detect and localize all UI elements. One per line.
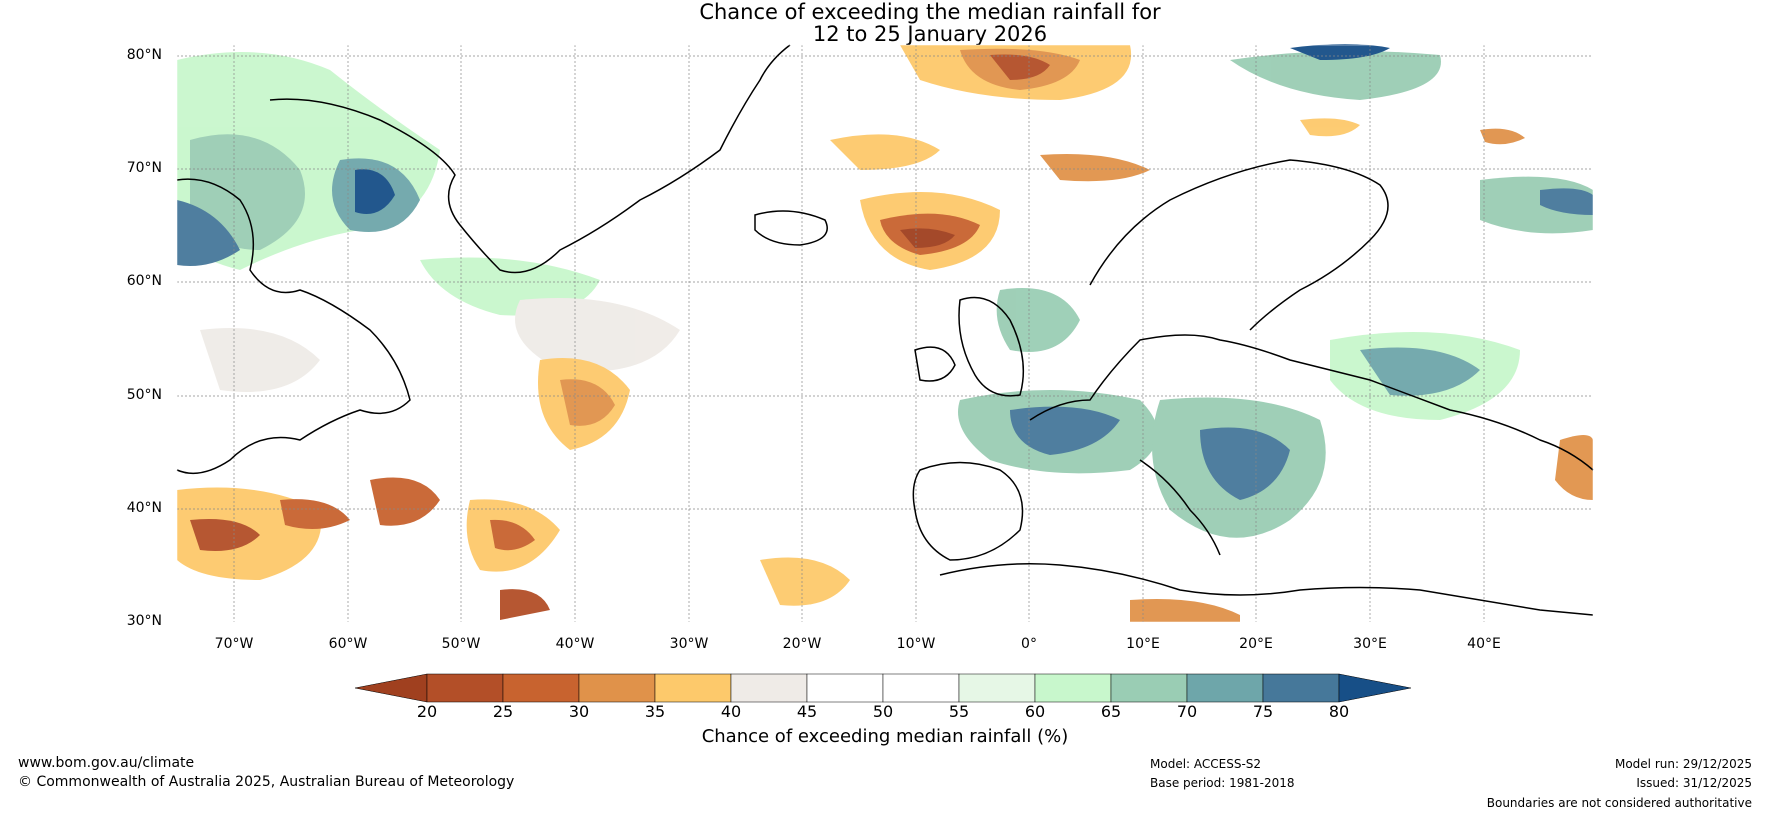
lon-label-20w: 20°W xyxy=(782,636,822,652)
lat-label-80n: 80°N xyxy=(126,47,162,63)
colorbar-tick-label: 60 xyxy=(1024,702,1046,721)
colorbar-segment xyxy=(1110,673,1188,703)
colorbar-extend-high xyxy=(1338,673,1412,703)
footer-model: Model: ACCESS-S2 xyxy=(1150,757,1262,771)
coast-iberia xyxy=(912,461,1024,561)
footer-disclaimer: Boundaries are not considered authoritat… xyxy=(1486,796,1752,810)
colorbar-segment xyxy=(1186,673,1264,703)
colorbar-segment xyxy=(730,673,808,703)
footer-website[interactable]: www.bom.gov.au/climate xyxy=(18,755,195,771)
map-border xyxy=(176,44,1594,623)
lon-label-0: 0° xyxy=(1021,636,1037,652)
colorbar-tick-label: 45 xyxy=(796,702,818,721)
colorbar-tick-label: 50 xyxy=(872,702,894,721)
coast-italy xyxy=(1139,459,1221,556)
colorbar-tick-label: 80 xyxy=(1328,702,1350,721)
coast-britain xyxy=(958,296,1025,397)
colorbar-segment xyxy=(882,673,960,703)
footer-issued: Issued: 31/12/2025 xyxy=(1636,776,1752,790)
lon-label-60w: 60°W xyxy=(328,636,368,652)
colorbar-tick-label: 70 xyxy=(1176,702,1198,721)
colorbar-segment xyxy=(502,673,580,703)
colorbar-extend-low xyxy=(354,673,428,703)
map-title-line1: Chance of exceeding the median rainfall … xyxy=(699,0,1161,24)
colorbar-tick-label: 75 xyxy=(1252,702,1274,721)
lon-label-30e: 30°E xyxy=(1353,636,1387,652)
rainfall-shading xyxy=(177,44,1593,622)
colorbar-segment xyxy=(806,673,884,703)
coast-greenland xyxy=(269,44,791,274)
coast-iceland xyxy=(754,210,828,246)
coast-europe xyxy=(1029,334,1594,471)
lat-label-50n: 50°N xyxy=(126,387,162,403)
colorbar-tick-label: 65 xyxy=(1100,702,1122,721)
lon-label-20e: 20°E xyxy=(1239,636,1273,652)
lat-label-60n: 60°N xyxy=(126,273,162,289)
lon-label-30w: 30°W xyxy=(669,636,709,652)
colorbar xyxy=(354,673,1412,703)
lat-label-70n: 70°N xyxy=(126,160,162,176)
colorbar-tick-label: 25 xyxy=(492,702,514,721)
footer-base-period: Base period: 1981-2018 xyxy=(1150,776,1295,790)
lon-label-50w: 50°W xyxy=(441,636,481,652)
coast-ireland xyxy=(914,346,956,382)
colorbar-segment xyxy=(426,673,504,703)
colorbar-tick-label: 55 xyxy=(948,702,970,721)
colorbar-segment xyxy=(578,673,656,703)
graticule xyxy=(177,45,1593,622)
coast-north-africa xyxy=(939,563,1594,616)
coast-north-america xyxy=(176,178,411,475)
colorbar-label: Chance of exceeding median rainfall (%) xyxy=(701,726,1069,747)
colorbar-tick-label: 40 xyxy=(720,702,742,721)
colorbar-segment xyxy=(958,673,1036,703)
lat-label-30n: 30°N xyxy=(126,613,162,629)
map-title-line2: 12 to 25 January 2026 xyxy=(812,22,1048,46)
coast-scandinavia xyxy=(1089,159,1389,331)
colorbar-tick-label: 35 xyxy=(644,702,666,721)
lat-label-40n: 40°N xyxy=(126,500,162,516)
colorbar-tick-label: 30 xyxy=(568,702,590,721)
lon-label-70w: 70°W xyxy=(214,636,254,652)
coastlines xyxy=(176,44,1594,616)
lon-label-40w: 40°W xyxy=(555,636,595,652)
colorbar-segment xyxy=(1034,673,1112,703)
lon-label-10w: 10°W xyxy=(896,636,936,652)
lon-label-10e: 10°E xyxy=(1126,636,1160,652)
colorbar-tick-label: 20 xyxy=(416,702,438,721)
colorbar-segment xyxy=(654,673,732,703)
footer-model-run: Model run: 29/12/2025 xyxy=(1614,757,1752,771)
footer-copyright: © Commonwealth of Australia 2025, Austra… xyxy=(18,774,515,790)
lon-label-40e: 40°E xyxy=(1467,636,1501,652)
colorbar-segment xyxy=(1262,673,1340,703)
